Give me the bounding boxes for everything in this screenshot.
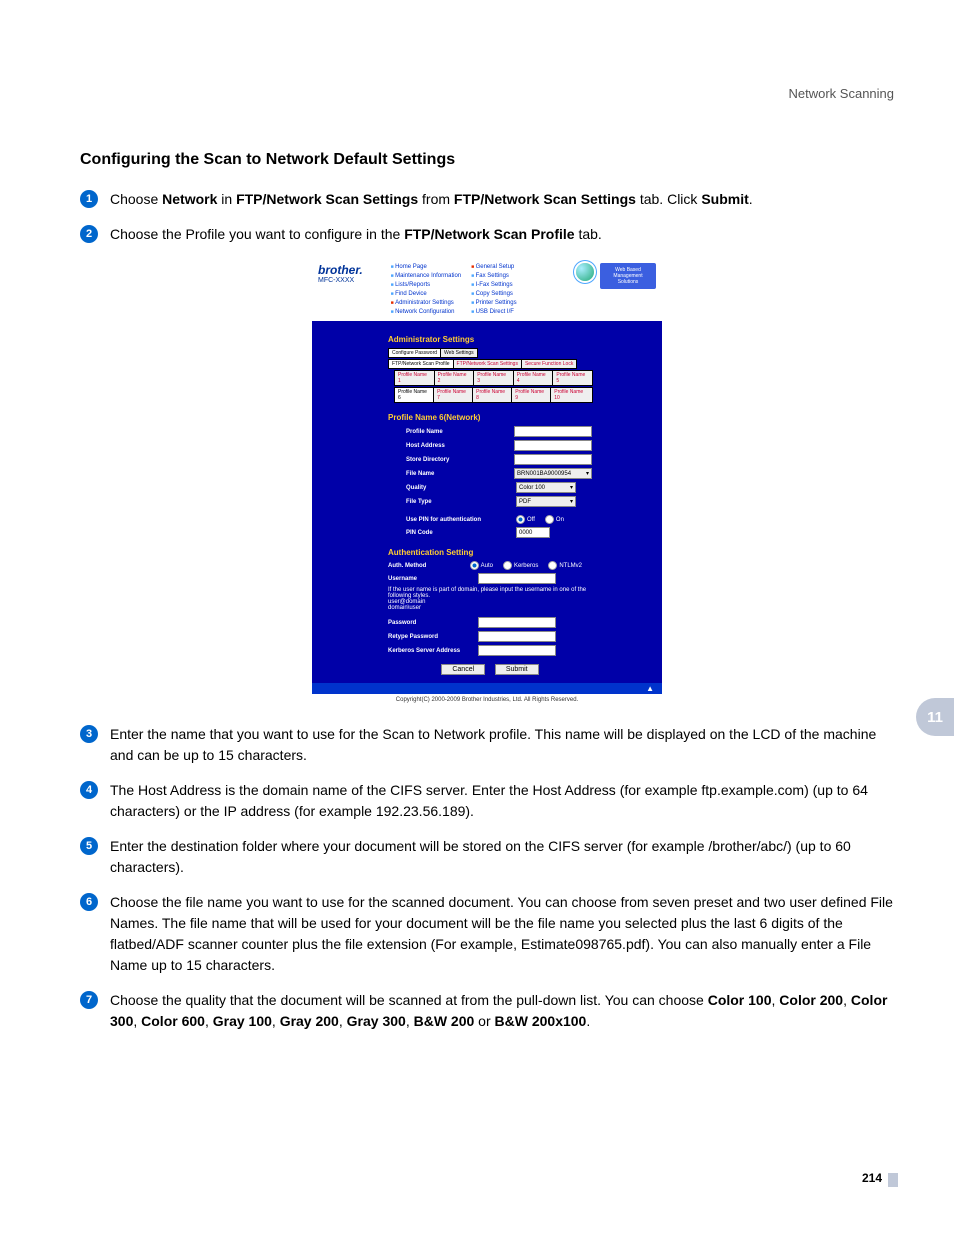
step-4: 4 The Host Address is the domain name of…	[80, 780, 894, 822]
input-pincode[interactable]: 0000	[516, 527, 550, 538]
step-bullet-5: 5	[80, 837, 98, 855]
solutions-button[interactable]: Web Based Management Solutions	[600, 263, 656, 289]
step-3: 3 Enter the name that you want to use fo…	[80, 724, 894, 766]
nav-link-active[interactable]: Administrator Settings	[391, 299, 461, 308]
auth-title: Authentication Setting	[388, 548, 592, 557]
select-filename[interactable]: BRN001BA9000954	[514, 468, 592, 479]
nav-link[interactable]: Lists/Reports	[391, 281, 461, 290]
header-section: Network Scanning	[80, 86, 894, 101]
nav-link[interactable]: Network Configuration	[391, 308, 461, 317]
brother-logo: brother.	[318, 263, 363, 277]
step-bullet-3: 3	[80, 725, 98, 743]
step-1: 1 Choose Network in FTP/Network Scan Set…	[80, 189, 894, 210]
select-quality[interactable]: Color 100	[516, 482, 576, 493]
profile-title: Profile Name 6(Network)	[388, 413, 592, 422]
nav-link[interactable]: Find Device	[391, 290, 461, 299]
tab[interactable]: Secure Function Lock	[521, 359, 577, 369]
tab[interactable]: FTP/Network Scan Profile	[388, 359, 454, 369]
label-pincode: PIN Code	[406, 530, 516, 536]
tab[interactable]: Profile Name 1	[394, 370, 435, 386]
radio-auto[interactable]: Auto	[470, 561, 493, 570]
step-3-text: Enter the name that you want to use for …	[110, 724, 894, 766]
tab[interactable]: Profile Name 10	[550, 387, 593, 403]
label-password: Password	[388, 620, 478, 626]
input-username[interactable]	[478, 573, 556, 584]
step-bullet-2: 2	[80, 225, 98, 243]
radio-off[interactable]: Off	[516, 515, 535, 524]
nav-link[interactable]: Fax Settings	[471, 272, 516, 281]
section-title: Configuring the Scan to Network Default …	[80, 151, 894, 169]
nav-link[interactable]: Copy Settings	[471, 290, 516, 299]
nav-link[interactable]: Maintenance Information	[391, 272, 461, 281]
step-bullet-4: 4	[80, 781, 98, 799]
submit-button[interactable]: Submit	[495, 664, 539, 675]
step-bullet-7: 7	[80, 991, 98, 1009]
step-6: 6 Choose the file name you want to use f…	[80, 892, 894, 976]
model-label: MFC-XXXX	[318, 277, 363, 284]
nav-link[interactable]: I-Fax Settings	[471, 281, 516, 290]
radio-on[interactable]: On	[545, 515, 564, 524]
step-7: 7 Choose the quality that the document w…	[80, 990, 894, 1032]
chapter-tab: 11	[916, 698, 954, 736]
nav-link[interactable]: Home Page	[391, 263, 461, 272]
label-username: Username	[388, 576, 478, 582]
step-5: 5 Enter the destination folder where you…	[80, 836, 894, 878]
tab[interactable]: Profile Name 7	[433, 387, 473, 403]
label-quality: Quality	[406, 485, 516, 491]
nav-link[interactable]: Printer Settings	[471, 299, 516, 308]
label-filetype: File Type	[406, 499, 516, 505]
page-number: 214	[862, 1171, 882, 1185]
step-5-text: Enter the destination folder where your …	[110, 836, 894, 878]
tab[interactable]: Profile Name 2	[434, 370, 475, 386]
input-password[interactable]	[478, 617, 556, 628]
input-kerbaddr[interactable]	[478, 645, 556, 656]
tab-row-1: Configure Password Web Settings	[388, 348, 592, 358]
step-1-text: Choose Network in FTP/Network Scan Setti…	[110, 189, 894, 210]
tab[interactable]: Profile Name 4	[513, 370, 554, 386]
tab[interactable]: Profile Name 5	[552, 370, 593, 386]
step-2-text: Choose the Profile you want to configure…	[110, 224, 894, 245]
tab[interactable]: Web Settings	[440, 348, 478, 358]
label-kerbaddr: Kerberos Server Address	[388, 648, 478, 654]
select-filetype[interactable]: PDF	[516, 496, 576, 507]
label-host: Host Address	[406, 443, 514, 449]
copyright: Copyright(C) 2000-2009 Brother Industrie…	[312, 694, 662, 706]
globe-icon	[576, 263, 594, 281]
input-profile-name[interactable]	[514, 426, 592, 437]
tab[interactable]: FTP/Network Scan Settings	[453, 359, 522, 369]
scroll-top[interactable]: ▲	[312, 683, 662, 694]
cancel-button[interactable]: Cancel	[441, 664, 485, 675]
radio-kerb[interactable]: Kerberos	[503, 561, 538, 570]
label-auth-method: Auth. Method	[388, 563, 470, 569]
footer-accent	[888, 1173, 898, 1187]
step-bullet-6: 6	[80, 893, 98, 911]
step-4-text: The Host Address is the domain name of t…	[110, 780, 894, 822]
step-bullet-1: 1	[80, 190, 98, 208]
nav-link[interactable]: General Setup	[471, 263, 516, 272]
label-filename: File Name	[406, 471, 514, 477]
step-6-text: Choose the file name you want to use for…	[110, 892, 894, 976]
label-store: Store Directory	[406, 457, 514, 463]
radio-ntlm[interactable]: NTLMv2	[548, 561, 582, 570]
tab[interactable]: Profile Name 6	[394, 387, 434, 403]
input-host[interactable]	[514, 440, 592, 451]
admin-settings-title: Administrator Settings	[388, 335, 592, 344]
label-retype: Retype Password	[388, 634, 478, 640]
step-2: 2 Choose the Profile you want to configu…	[80, 224, 894, 245]
auth-note: If the user name is part of domain, plea…	[388, 587, 592, 611]
step-7-text: Choose the quality that the document wil…	[110, 990, 894, 1032]
label-pin: Use PIN for authentication	[406, 517, 516, 523]
input-retype[interactable]	[478, 631, 556, 642]
admin-screenshot: brother. MFC-XXXX Home Page Maintenance …	[312, 259, 662, 706]
tab[interactable]: Profile Name 9	[511, 387, 551, 403]
tab[interactable]: Profile Name 8	[472, 387, 512, 403]
input-store[interactable]	[514, 454, 592, 465]
tab[interactable]: Configure Password	[388, 348, 441, 358]
nav-link[interactable]: USB Direct I/F	[471, 308, 516, 317]
label-profile-name: Profile Name	[406, 429, 514, 435]
tab[interactable]: Profile Name 3	[473, 370, 514, 386]
